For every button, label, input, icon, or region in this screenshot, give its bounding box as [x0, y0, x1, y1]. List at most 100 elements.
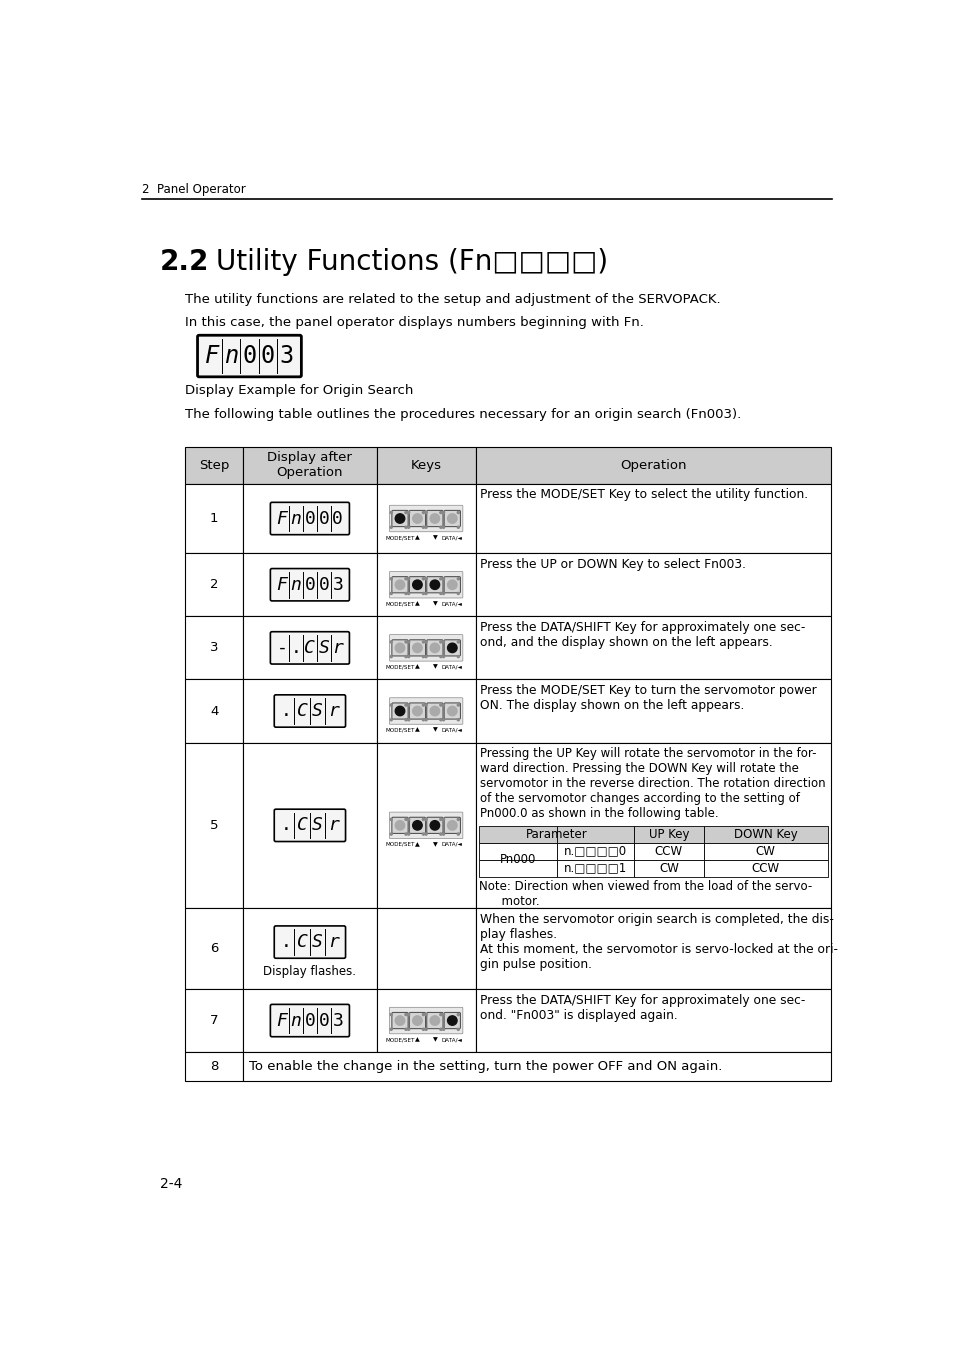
Text: r: r	[328, 933, 338, 952]
Circle shape	[390, 512, 392, 513]
Text: Pn000: Pn000	[499, 853, 536, 867]
FancyBboxPatch shape	[270, 568, 349, 601]
Bar	[185, 909, 243, 990]
Bar	[243, 990, 376, 1052]
Circle shape	[442, 1029, 444, 1030]
Text: ▲: ▲	[415, 728, 419, 733]
Bar	[185, 483, 243, 554]
FancyBboxPatch shape	[444, 640, 460, 656]
FancyBboxPatch shape	[389, 571, 462, 598]
Circle shape	[407, 703, 409, 706]
Bar	[478, 860, 557, 876]
Text: The utility functions are related to the setup and adjustment of the SERVOPACK.: The utility functions are related to the…	[185, 293, 720, 306]
Circle shape	[407, 833, 409, 836]
Circle shape	[422, 718, 424, 721]
Bar	[185, 679, 243, 742]
Bar	[243, 909, 376, 990]
Circle shape	[390, 1029, 392, 1030]
Circle shape	[404, 703, 407, 706]
Bar	[376, 554, 476, 617]
Text: Step: Step	[199, 459, 229, 472]
Text: CW: CW	[755, 845, 775, 857]
Text: n: n	[291, 509, 301, 528]
Text: C: C	[296, 702, 307, 720]
Circle shape	[442, 656, 444, 657]
Circle shape	[430, 706, 439, 716]
Circle shape	[442, 818, 444, 821]
Text: Note: Direction when viewed from the load of the servo-
      motor.: Note: Direction when viewed from the loa…	[478, 880, 811, 909]
Circle shape	[447, 580, 456, 590]
Text: Parameter: Parameter	[525, 828, 587, 841]
Circle shape	[404, 656, 407, 657]
Circle shape	[395, 580, 404, 590]
Circle shape	[404, 641, 407, 643]
FancyBboxPatch shape	[409, 703, 425, 720]
Text: DOWN Key: DOWN Key	[733, 828, 797, 841]
Text: MODE/SET: MODE/SET	[385, 842, 415, 846]
Text: DATA/◄: DATA/◄	[441, 1037, 462, 1042]
Bar	[376, 743, 476, 909]
Circle shape	[413, 643, 422, 652]
Text: ▲: ▲	[415, 1037, 419, 1042]
FancyBboxPatch shape	[392, 576, 408, 593]
Text: MODE/SET: MODE/SET	[385, 1037, 415, 1042]
Text: CCW: CCW	[654, 845, 682, 857]
Text: 3: 3	[332, 1011, 343, 1030]
Circle shape	[407, 512, 409, 513]
Circle shape	[390, 593, 392, 594]
Text: ▲: ▲	[415, 535, 419, 540]
Circle shape	[439, 718, 441, 721]
FancyBboxPatch shape	[426, 510, 442, 526]
Circle shape	[425, 641, 427, 643]
Text: -: -	[276, 639, 287, 657]
Circle shape	[425, 703, 427, 706]
FancyBboxPatch shape	[426, 640, 442, 656]
FancyBboxPatch shape	[270, 1004, 349, 1037]
FancyBboxPatch shape	[409, 817, 425, 833]
Text: Press the DATA/SHIFT Key for approximately one sec-
ond, and the display shown o: Press the DATA/SHIFT Key for approximate…	[480, 621, 805, 649]
Circle shape	[422, 1014, 424, 1015]
FancyBboxPatch shape	[389, 698, 462, 724]
Circle shape	[439, 578, 441, 579]
Text: ▼: ▼	[432, 535, 436, 540]
FancyBboxPatch shape	[197, 335, 301, 377]
Text: 0: 0	[304, 1011, 315, 1030]
Circle shape	[390, 703, 392, 706]
Text: F: F	[205, 344, 219, 369]
Circle shape	[413, 514, 422, 524]
Bar	[376, 679, 476, 742]
Circle shape	[390, 656, 392, 657]
Text: 0: 0	[332, 509, 343, 528]
Circle shape	[390, 526, 392, 528]
Circle shape	[407, 718, 409, 721]
Text: .: .	[281, 702, 292, 720]
Circle shape	[456, 656, 459, 657]
Text: Display Example for Origin Search: Display Example for Origin Search	[185, 383, 413, 397]
Circle shape	[413, 706, 422, 716]
Text: CCW: CCW	[751, 861, 779, 875]
Circle shape	[422, 512, 424, 513]
Circle shape	[422, 703, 424, 706]
Text: Utility Functions (Fn□□□□): Utility Functions (Fn□□□□)	[216, 248, 608, 277]
Text: 3: 3	[332, 575, 343, 594]
Circle shape	[425, 1029, 427, 1030]
Text: S: S	[318, 639, 329, 657]
Text: 1: 1	[210, 512, 218, 525]
Text: ▼: ▼	[432, 664, 436, 670]
Text: ▲: ▲	[415, 842, 419, 846]
Text: 0: 0	[304, 509, 315, 528]
Circle shape	[422, 1029, 424, 1030]
FancyBboxPatch shape	[392, 703, 408, 720]
FancyBboxPatch shape	[392, 510, 408, 526]
Text: DATA/◄: DATA/◄	[441, 728, 462, 733]
Text: S: S	[312, 933, 323, 952]
Circle shape	[456, 718, 459, 721]
FancyBboxPatch shape	[409, 510, 425, 526]
Circle shape	[456, 833, 459, 836]
Circle shape	[442, 1014, 444, 1015]
Text: C: C	[296, 817, 307, 834]
Circle shape	[425, 512, 427, 513]
Text: F: F	[276, 509, 287, 528]
Text: Pressing the UP Key will rotate the servomotor in the for-
ward direction. Press: Pressing the UP Key will rotate the serv…	[480, 747, 825, 821]
Circle shape	[425, 818, 427, 821]
